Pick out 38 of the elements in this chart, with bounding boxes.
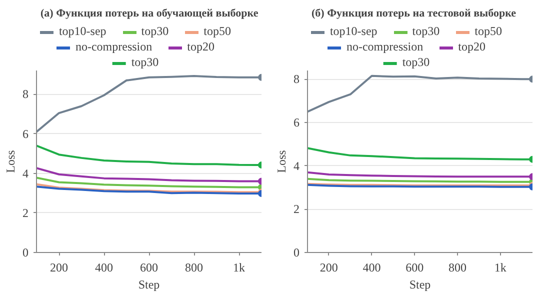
legend-label: top50 [204, 24, 231, 39]
chart-title: (б) Функция потерь на тестовой выборке [312, 8, 516, 20]
y-tick-label: 4 [294, 158, 300, 173]
legend-label: top20 [187, 40, 214, 54]
x-axis-title: Step [409, 278, 431, 292]
y-tick-label: 0 [294, 246, 300, 260]
y-axis-title: Loss [274, 150, 288, 173]
x-tick-label: 400 [362, 260, 381, 274]
x-tick-label: 400 [95, 260, 113, 274]
x-tick-label: 200 [320, 260, 338, 274]
legend-label: top50 [474, 24, 502, 39]
legend-label: top30 [412, 24, 440, 39]
legend-label: no-compression [75, 40, 152, 54]
x-tick-label: 800 [185, 260, 203, 274]
y-axis-title: Loss [4, 150, 18, 173]
y-tick-label: 0 [22, 246, 28, 260]
y-tick-label: 8 [22, 87, 28, 102]
x-axis-title: Step [138, 278, 160, 292]
legend-label: top10-sep [58, 24, 106, 39]
x-tick-label: 200 [50, 260, 68, 274]
x-tick-label: 1k [233, 260, 245, 274]
chart-title: (а) Функция потерь на обучающей выборке [40, 8, 258, 20]
x-tick-label: 800 [448, 260, 466, 274]
legend-label: top30 [141, 24, 169, 39]
y-tick-label: 2 [22, 206, 28, 220]
y-tick-label: 6 [22, 126, 28, 141]
x-tick-label: 600 [140, 260, 158, 274]
y-tick-label: 8 [294, 72, 300, 86]
x-tick-label: 600 [406, 260, 424, 274]
legend-label: top10-sep [330, 24, 378, 39]
y-tick-label: 2 [294, 202, 300, 216]
y-tick-label: 6 [294, 116, 300, 130]
legend-label: top20 [458, 40, 486, 54]
legend-label: no-compression [346, 40, 424, 54]
legend-label: top30 [131, 55, 159, 70]
legend-label: top30 [402, 55, 430, 70]
y-tick-label: 4 [22, 166, 28, 180]
x-tick-label: 1k [494, 260, 506, 274]
